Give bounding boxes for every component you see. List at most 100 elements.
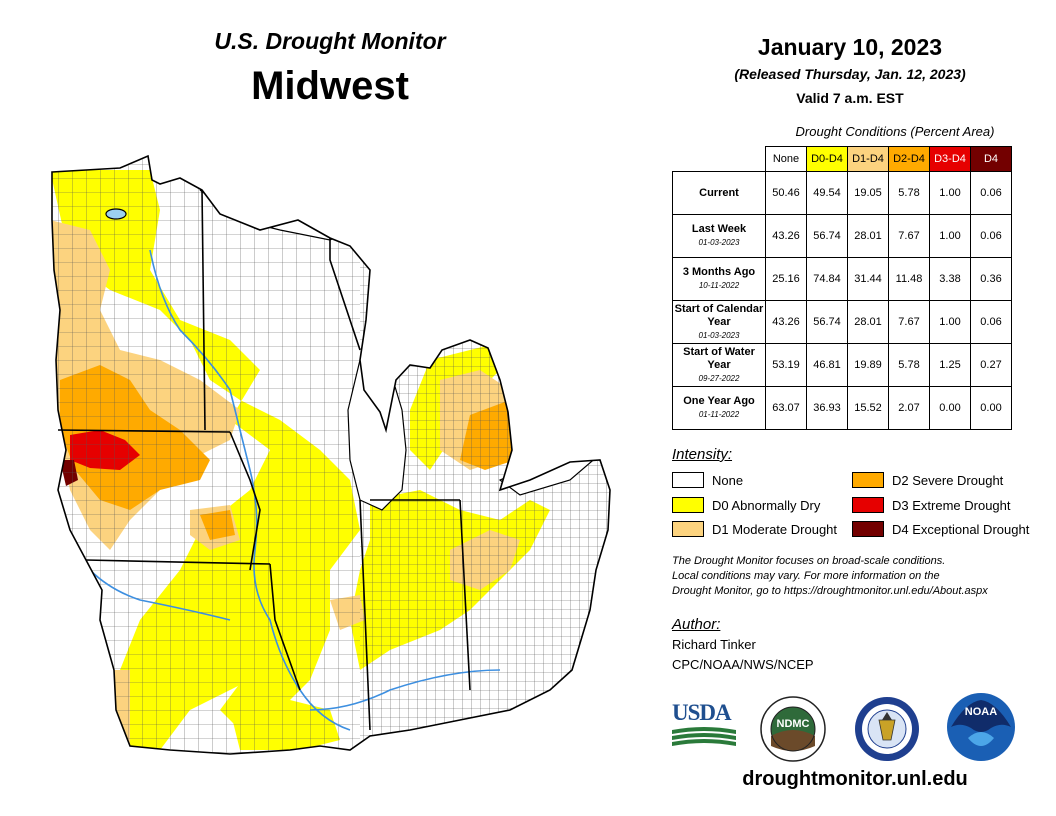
- lake-of-the-woods: [105, 208, 127, 220]
- author-title: Author:: [672, 616, 721, 633]
- table-cell: 5.78: [888, 343, 930, 387]
- table-cell: 56.74: [806, 214, 848, 258]
- row-label: Current: [672, 171, 766, 215]
- legend-label: D3 Extreme Drought: [892, 497, 1011, 513]
- table-cell: 1.00: [929, 171, 971, 215]
- legend-title: Intensity:: [672, 446, 733, 463]
- table-cell: 49.54: [806, 171, 848, 215]
- legend-swatch: [852, 521, 884, 537]
- legend-label: D0 Abnormally Dry: [712, 497, 821, 513]
- region-title: Midwest: [251, 64, 409, 108]
- legend-item: D1 Moderate Drought: [672, 521, 837, 537]
- col-header-d2-d4: D2-D4: [888, 146, 930, 172]
- table-cell: 31.44: [847, 257, 889, 301]
- table-cell: 15.52: [847, 386, 889, 430]
- row-label-text: 3 Months Ago: [682, 266, 756, 278]
- legend-item: None: [672, 472, 743, 488]
- legend-swatch: [852, 472, 884, 488]
- author-name: Richard Tinker: [672, 637, 756, 652]
- row-label-text: Current: [699, 186, 739, 199]
- header-blank: [673, 147, 766, 172]
- mississippi-river: [149, 249, 351, 731]
- legend-swatch: [672, 521, 704, 537]
- table-caption: Drought Conditions (Percent Area): [795, 124, 995, 139]
- usda-field-icon: [672, 727, 736, 746]
- legend-swatch: [852, 497, 884, 513]
- table-cell: 25.16: [765, 257, 807, 301]
- legend-swatch: [672, 497, 704, 513]
- row-label: Start of Water Year 09-27-2022: [672, 343, 766, 387]
- map-subtitle: U.S. Drought Monitor: [214, 28, 446, 54]
- noaa-logo[interactable]: NOAA: [946, 692, 1016, 767]
- table-cell: 43.26: [765, 300, 807, 344]
- table-row: 3 Months Ago 10-11-2022 25.16 74.84 31.44 11.…: [672, 257, 1012, 301]
- website-link[interactable]: droughtmonitor.unl.edu: [742, 768, 968, 790]
- row-label: 3 Months Ago 10-11-2022: [672, 257, 766, 301]
- row-date: 10-11-2022: [698, 281, 740, 290]
- ndmc-seal-icon: [760, 696, 826, 762]
- ndmc-logo[interactable]: NDMC: [760, 696, 826, 767]
- table-cell: 56.74: [806, 300, 848, 344]
- table-cell: 0.00: [970, 386, 1012, 430]
- table-cell: 0.36: [970, 257, 1012, 301]
- table-cell: 19.05: [847, 171, 889, 215]
- col-header-none: None: [765, 146, 807, 172]
- col-header-d3-d4: D3-D4: [929, 146, 971, 172]
- row-date: 01-11-2022: [698, 410, 740, 419]
- lake-michigan: [347, 349, 407, 511]
- row-label: Start of Calendar Year 01-03-2023: [672, 300, 766, 344]
- table-cell: 7.67: [888, 300, 930, 344]
- row-date: 01-03-2023: [698, 330, 740, 340]
- note-line: Local conditions may vary. For more info…: [672, 570, 940, 582]
- table-cell: 0.06: [970, 214, 1012, 258]
- noaa-logo-icon: [947, 693, 1015, 761]
- table-cell: 1.00: [929, 300, 971, 344]
- lake-huron: [499, 319, 551, 391]
- legend-label: D4 Exceptional Drought: [892, 521, 1030, 537]
- table-row: Current 50.46 49.54 19.05 5.78 1.00 0.06: [672, 171, 1012, 215]
- row-date: 09-27-2022: [698, 373, 740, 383]
- col-header-d0-d4: D0-D4: [806, 146, 848, 172]
- author-org: CPC/NOAA/NWS/NCEP: [672, 657, 814, 672]
- ndmc-text: NDMC: [776, 718, 810, 730]
- valid-time: Valid 7 a.m. EST: [796, 90, 904, 106]
- row-date: 01-03-2023: [698, 238, 740, 247]
- table-cell: 11.48: [888, 257, 930, 301]
- row-label-text: Start of Water Year: [683, 345, 755, 371]
- disclaimer-note: The Drought Monitor focuses on broad-sca…: [672, 554, 1042, 599]
- usda-text: USDA: [672, 700, 732, 725]
- col-header-d4: D4: [970, 146, 1012, 172]
- ohio-river: [309, 669, 501, 711]
- map-date: January 10, 2023: [757, 34, 943, 60]
- usda-logo[interactable]: USDA: [672, 700, 738, 750]
- table-row: Start of Calendar Year 01-03-2023 43.26 56.…: [672, 300, 1012, 344]
- table-row: Start of Water Year 09-27-2022 53.19 46.81 1…: [672, 343, 1012, 387]
- table-cell: 0.27: [970, 343, 1012, 387]
- table-cell: 3.38: [929, 257, 971, 301]
- col-header-d1-d4: D1-D4: [847, 146, 889, 172]
- legend-item: D4 Exceptional Drought: [852, 521, 1029, 537]
- legend-item: D3 Extreme Drought: [852, 497, 1011, 513]
- county-grid: [52, 156, 360, 754]
- commerce-logo[interactable]: [854, 696, 920, 767]
- table-row: One Year Ago 01-11-2022 63.07 36.93 15.52 2.0…: [672, 386, 1012, 430]
- table-row: Last Week 01-03-2023 43.26 56.74 28.01 7.67 1.…: [672, 214, 1012, 258]
- table-cell: 50.46: [765, 171, 807, 215]
- table-cell: 19.89: [847, 343, 889, 387]
- table-cell: 63.07: [765, 386, 807, 430]
- commerce-seal-icon: [855, 697, 919, 761]
- legend-item: D2 Severe Drought: [852, 472, 1003, 488]
- noaa-text: NOAA: [964, 706, 998, 718]
- legend-swatch: [672, 472, 704, 488]
- table-cell: 36.93: [806, 386, 848, 430]
- row-label: Last Week 01-03-2023: [672, 214, 766, 258]
- table-cell: 28.01: [847, 300, 889, 344]
- note-line: The Drought Monitor focuses on broad-sca…: [672, 555, 946, 567]
- table-cell: 0.06: [970, 171, 1012, 215]
- legend-label: None: [712, 472, 744, 488]
- table-cell: 0.00: [929, 386, 971, 430]
- table-cell: 43.26: [765, 214, 807, 258]
- table-cell: 74.84: [806, 257, 848, 301]
- row-label-text: Start of Calendar Year: [674, 302, 764, 328]
- legend-label: D2 Severe Drought: [892, 472, 1004, 488]
